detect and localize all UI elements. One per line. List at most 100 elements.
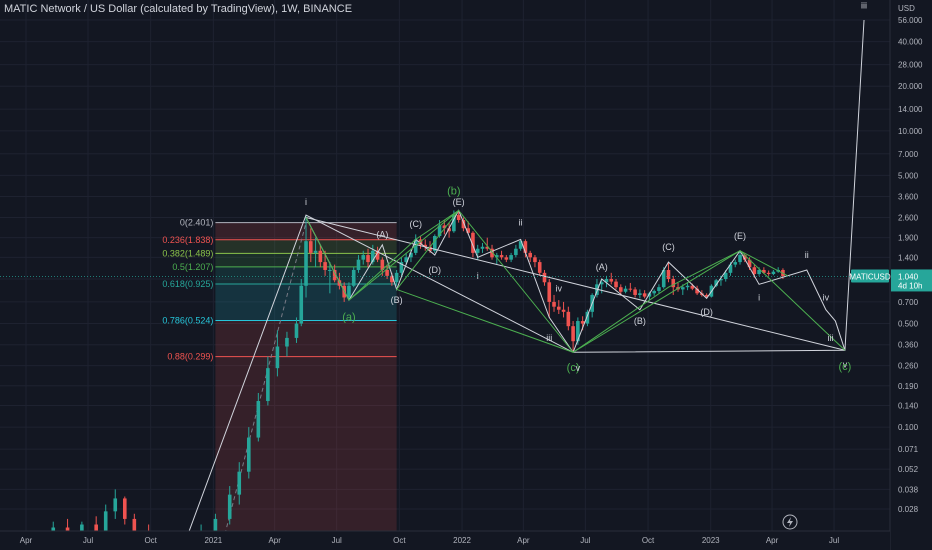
candle-body xyxy=(332,269,337,281)
wave-label: (D) xyxy=(429,265,442,275)
candle-body xyxy=(762,269,766,273)
wave-label: (B) xyxy=(634,316,646,326)
candle-body xyxy=(380,259,385,270)
candle-body xyxy=(604,278,609,283)
time-tick-label: Jul xyxy=(580,536,590,545)
price-tick-label: 0.260 xyxy=(898,362,919,371)
candle-body xyxy=(385,269,389,276)
candle-body xyxy=(442,225,447,229)
candle-body xyxy=(447,228,451,232)
candle-body xyxy=(347,285,351,298)
price-tick-label: 1.400 xyxy=(898,253,919,262)
currency-label: USD xyxy=(898,4,915,13)
candle-body xyxy=(609,278,614,282)
candle-body xyxy=(323,262,327,270)
price-tick-label: 0.100 xyxy=(898,423,919,432)
candle-body xyxy=(714,280,718,286)
price-tick-label: 0.360 xyxy=(898,341,919,350)
candle-body xyxy=(361,255,366,260)
wave-label: ii xyxy=(805,250,809,260)
candle-body xyxy=(390,275,394,283)
wave-label: iii xyxy=(546,333,552,343)
time-tick-label: Apr xyxy=(517,536,530,545)
price-tick-label: 3.600 xyxy=(898,193,919,202)
chart-title: MATIC Network / US Dollar (calculated by… xyxy=(4,3,353,15)
candle-body xyxy=(704,294,709,297)
fib-level-label: 0(2.401) xyxy=(180,218,214,228)
candle-body xyxy=(432,236,437,251)
candle-body xyxy=(661,269,666,288)
wave-label: (C) xyxy=(662,242,675,252)
candle-body xyxy=(652,290,656,294)
fib-level-label: 0.236(1.838) xyxy=(162,235,213,245)
candle-body xyxy=(466,228,470,233)
wave-label: (c) xyxy=(839,361,852,373)
candle-body xyxy=(738,255,742,263)
candle-body xyxy=(351,269,356,286)
price-tick-label: 0.190 xyxy=(898,382,919,391)
candle-body xyxy=(304,241,308,286)
wave-label: i xyxy=(477,271,479,281)
price-tick-label: 5.000 xyxy=(898,171,919,180)
candle-body xyxy=(103,511,108,531)
candle-body xyxy=(580,321,585,324)
candle-body xyxy=(537,262,542,273)
candle-body xyxy=(504,257,509,260)
fib-level-label: 0.5(1.207) xyxy=(172,262,213,272)
bar-countdown: 4d 10h xyxy=(898,281,922,290)
candle-body xyxy=(523,241,528,253)
candle-body xyxy=(370,250,375,263)
wave-label: (a) xyxy=(342,311,355,323)
candle-body xyxy=(428,246,432,251)
wave-label: iv xyxy=(823,292,830,302)
candle-body xyxy=(80,524,84,534)
price-tag-bg xyxy=(891,269,932,292)
wave-label: (E) xyxy=(734,231,746,241)
candle-body xyxy=(657,287,661,291)
candle-body xyxy=(394,272,399,283)
candle-body xyxy=(437,225,442,237)
candle-body xyxy=(695,288,699,294)
candle-body xyxy=(642,293,647,297)
candle-body xyxy=(246,437,251,472)
lightning-icon xyxy=(782,514,798,530)
wave-label: (A) xyxy=(376,229,388,239)
time-axis[interactable]: Apr Jul Oct 2021 Apr Jul Oct 2022 Apr Jul Oct 2023 A… xyxy=(0,530,890,550)
candle-body xyxy=(771,271,776,275)
time-tick-label: 2023 xyxy=(702,536,720,545)
candle-body xyxy=(375,250,380,260)
fib-level-label: 0.618(0.925) xyxy=(162,279,213,289)
fib-zone xyxy=(215,320,397,357)
white-trendline xyxy=(305,217,846,351)
wave-lines xyxy=(186,19,865,538)
fib-level-label: 0.786(0.524) xyxy=(162,316,213,326)
candle-body xyxy=(719,278,723,281)
white-wave-triangle xyxy=(305,209,574,353)
price-tick-label: 20.000 xyxy=(898,82,923,91)
candle-body xyxy=(475,248,480,253)
candle-body xyxy=(404,257,408,263)
wave-label: iii xyxy=(861,1,867,11)
fib-level-label: 0.88(0.299) xyxy=(167,352,213,362)
wave-label: v xyxy=(576,363,581,373)
wave-label: (c) xyxy=(567,362,580,374)
price-tick-label: 56.000 xyxy=(898,16,923,25)
price-tick-label: 10.000 xyxy=(898,127,923,136)
candle-body xyxy=(638,293,642,295)
tradingview-logo[interactable] xyxy=(782,514,798,530)
wave-label: iv xyxy=(556,284,563,294)
green-subwave xyxy=(348,210,788,353)
wave-label: i xyxy=(758,292,760,302)
price-tick-label: 0.071 xyxy=(898,445,919,454)
wave-label: ii xyxy=(519,218,523,228)
symbol-tag: MATICUSD xyxy=(849,272,890,281)
candle-body xyxy=(237,471,242,495)
candle-body xyxy=(494,255,499,258)
candle-body xyxy=(723,272,728,279)
lightning-glyph xyxy=(787,517,793,527)
wave-label: (b) xyxy=(447,185,460,197)
time-tick-label: 2022 xyxy=(453,536,471,545)
